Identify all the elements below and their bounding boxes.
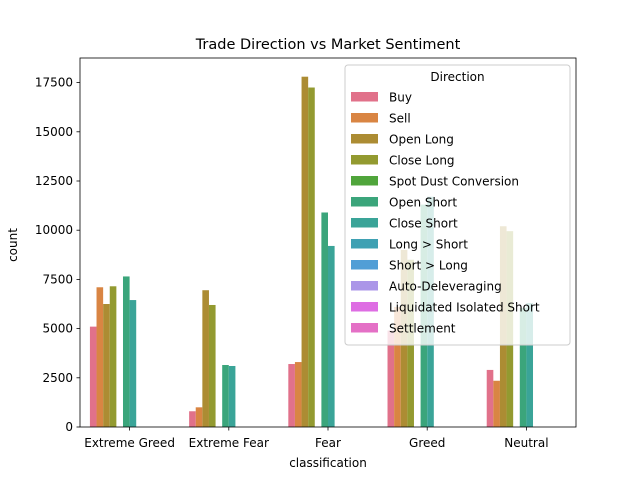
x-tick-label: Extreme Greed <box>84 436 175 450</box>
x-tick-label: Greed <box>409 436 445 450</box>
bar-extreme-fear-close-short <box>228 365 236 427</box>
chart-title: Trade Direction vs Market Sentiment <box>195 37 461 53</box>
legend-swatch <box>351 176 378 186</box>
bar-fear-close-long <box>308 87 315 428</box>
bar-extreme-greed-sell <box>96 287 104 427</box>
legend-swatch <box>351 281 378 291</box>
bar-extreme-fear-sell <box>195 407 203 427</box>
legend-swatch <box>351 323 378 333</box>
legend-swatch <box>351 302 378 312</box>
bar-extreme-greed-close-long <box>109 286 117 427</box>
bar-neutral-sell <box>493 380 500 427</box>
bar-fear-sell <box>294 362 302 427</box>
x-tick-label: Extreme Fear <box>189 436 269 450</box>
legend-swatch <box>351 155 378 165</box>
legend-swatch <box>351 218 378 228</box>
y-tick-label: 15000 <box>35 125 73 139</box>
legend-swatch <box>351 260 378 270</box>
legend-label: Buy <box>389 91 412 105</box>
legend-label: Close Long <box>389 154 455 168</box>
y-tick-label: 5000 <box>42 322 73 336</box>
y-tick-label: 17500 <box>35 76 73 90</box>
legend-label: Settlement <box>389 322 456 336</box>
bar-fear-open-long <box>301 76 309 427</box>
bar-neutral-close-short <box>526 303 534 427</box>
legend-swatch <box>351 134 378 144</box>
bar-greed-buy <box>387 330 395 427</box>
legend-swatch <box>351 113 378 123</box>
y-tick-label: 7500 <box>42 272 73 286</box>
legend: Direction Buy Sell Open Long Close Long Spot … <box>344 64 571 346</box>
bar-extreme-greed-buy <box>89 326 97 427</box>
x-axis: Extreme Greed Extreme Fear Fear Greed Neutra… <box>84 427 549 450</box>
bar-extreme-greed-open-long <box>103 304 110 427</box>
legend-swatch <box>351 197 378 207</box>
y-axis: 0 2500 5000 7500 10000 12500 15000 17500 <box>35 76 80 434</box>
bar-extreme-fear-close-long <box>208 304 216 427</box>
bar-fear-buy <box>288 364 295 427</box>
legend-label: Open Long <box>389 133 454 147</box>
x-tick-label: Fear <box>315 436 341 450</box>
legend-swatch <box>351 92 378 102</box>
bar-extreme-fear-buy <box>189 411 196 427</box>
legend-label: Long > Short <box>389 238 468 252</box>
y-tick-label: 0 <box>65 420 73 434</box>
bar-extreme-greed-close-short <box>129 300 137 427</box>
y-tick-label: 2500 <box>42 371 73 385</box>
bar-greed-sell <box>394 306 401 427</box>
bar-fear-close-short <box>328 245 335 427</box>
bar-neutral-buy <box>486 369 494 427</box>
legend-label: Liquidated Isolated Short <box>389 301 540 315</box>
y-tick-label: 10000 <box>35 223 73 237</box>
y-tick-label: 12500 <box>35 174 73 188</box>
x-axis-label: classification <box>289 456 367 470</box>
legend-label: Close Short <box>389 217 458 231</box>
x-tick-label: Neutral <box>504 436 548 450</box>
legend-label: Short > Long <box>389 259 468 273</box>
legend-label: Open Short <box>389 196 457 210</box>
bar-extreme-greed-open-short <box>122 276 130 427</box>
legend-label: Auto-Deleveraging <box>389 280 502 294</box>
legend-title: Direction <box>430 70 484 84</box>
bar-neutral-open-short <box>519 307 527 427</box>
bar-extreme-fear-open-long <box>202 290 209 427</box>
y-axis-label: count <box>6 228 20 262</box>
bar-fear-open-short <box>321 212 328 427</box>
legend-swatch <box>351 239 378 249</box>
legend-box <box>344 64 571 346</box>
legend-label: Sell <box>389 112 411 126</box>
bar-extreme-fear-open-short <box>222 365 229 427</box>
legend-label: Spot Dust Conversion <box>389 175 519 189</box>
